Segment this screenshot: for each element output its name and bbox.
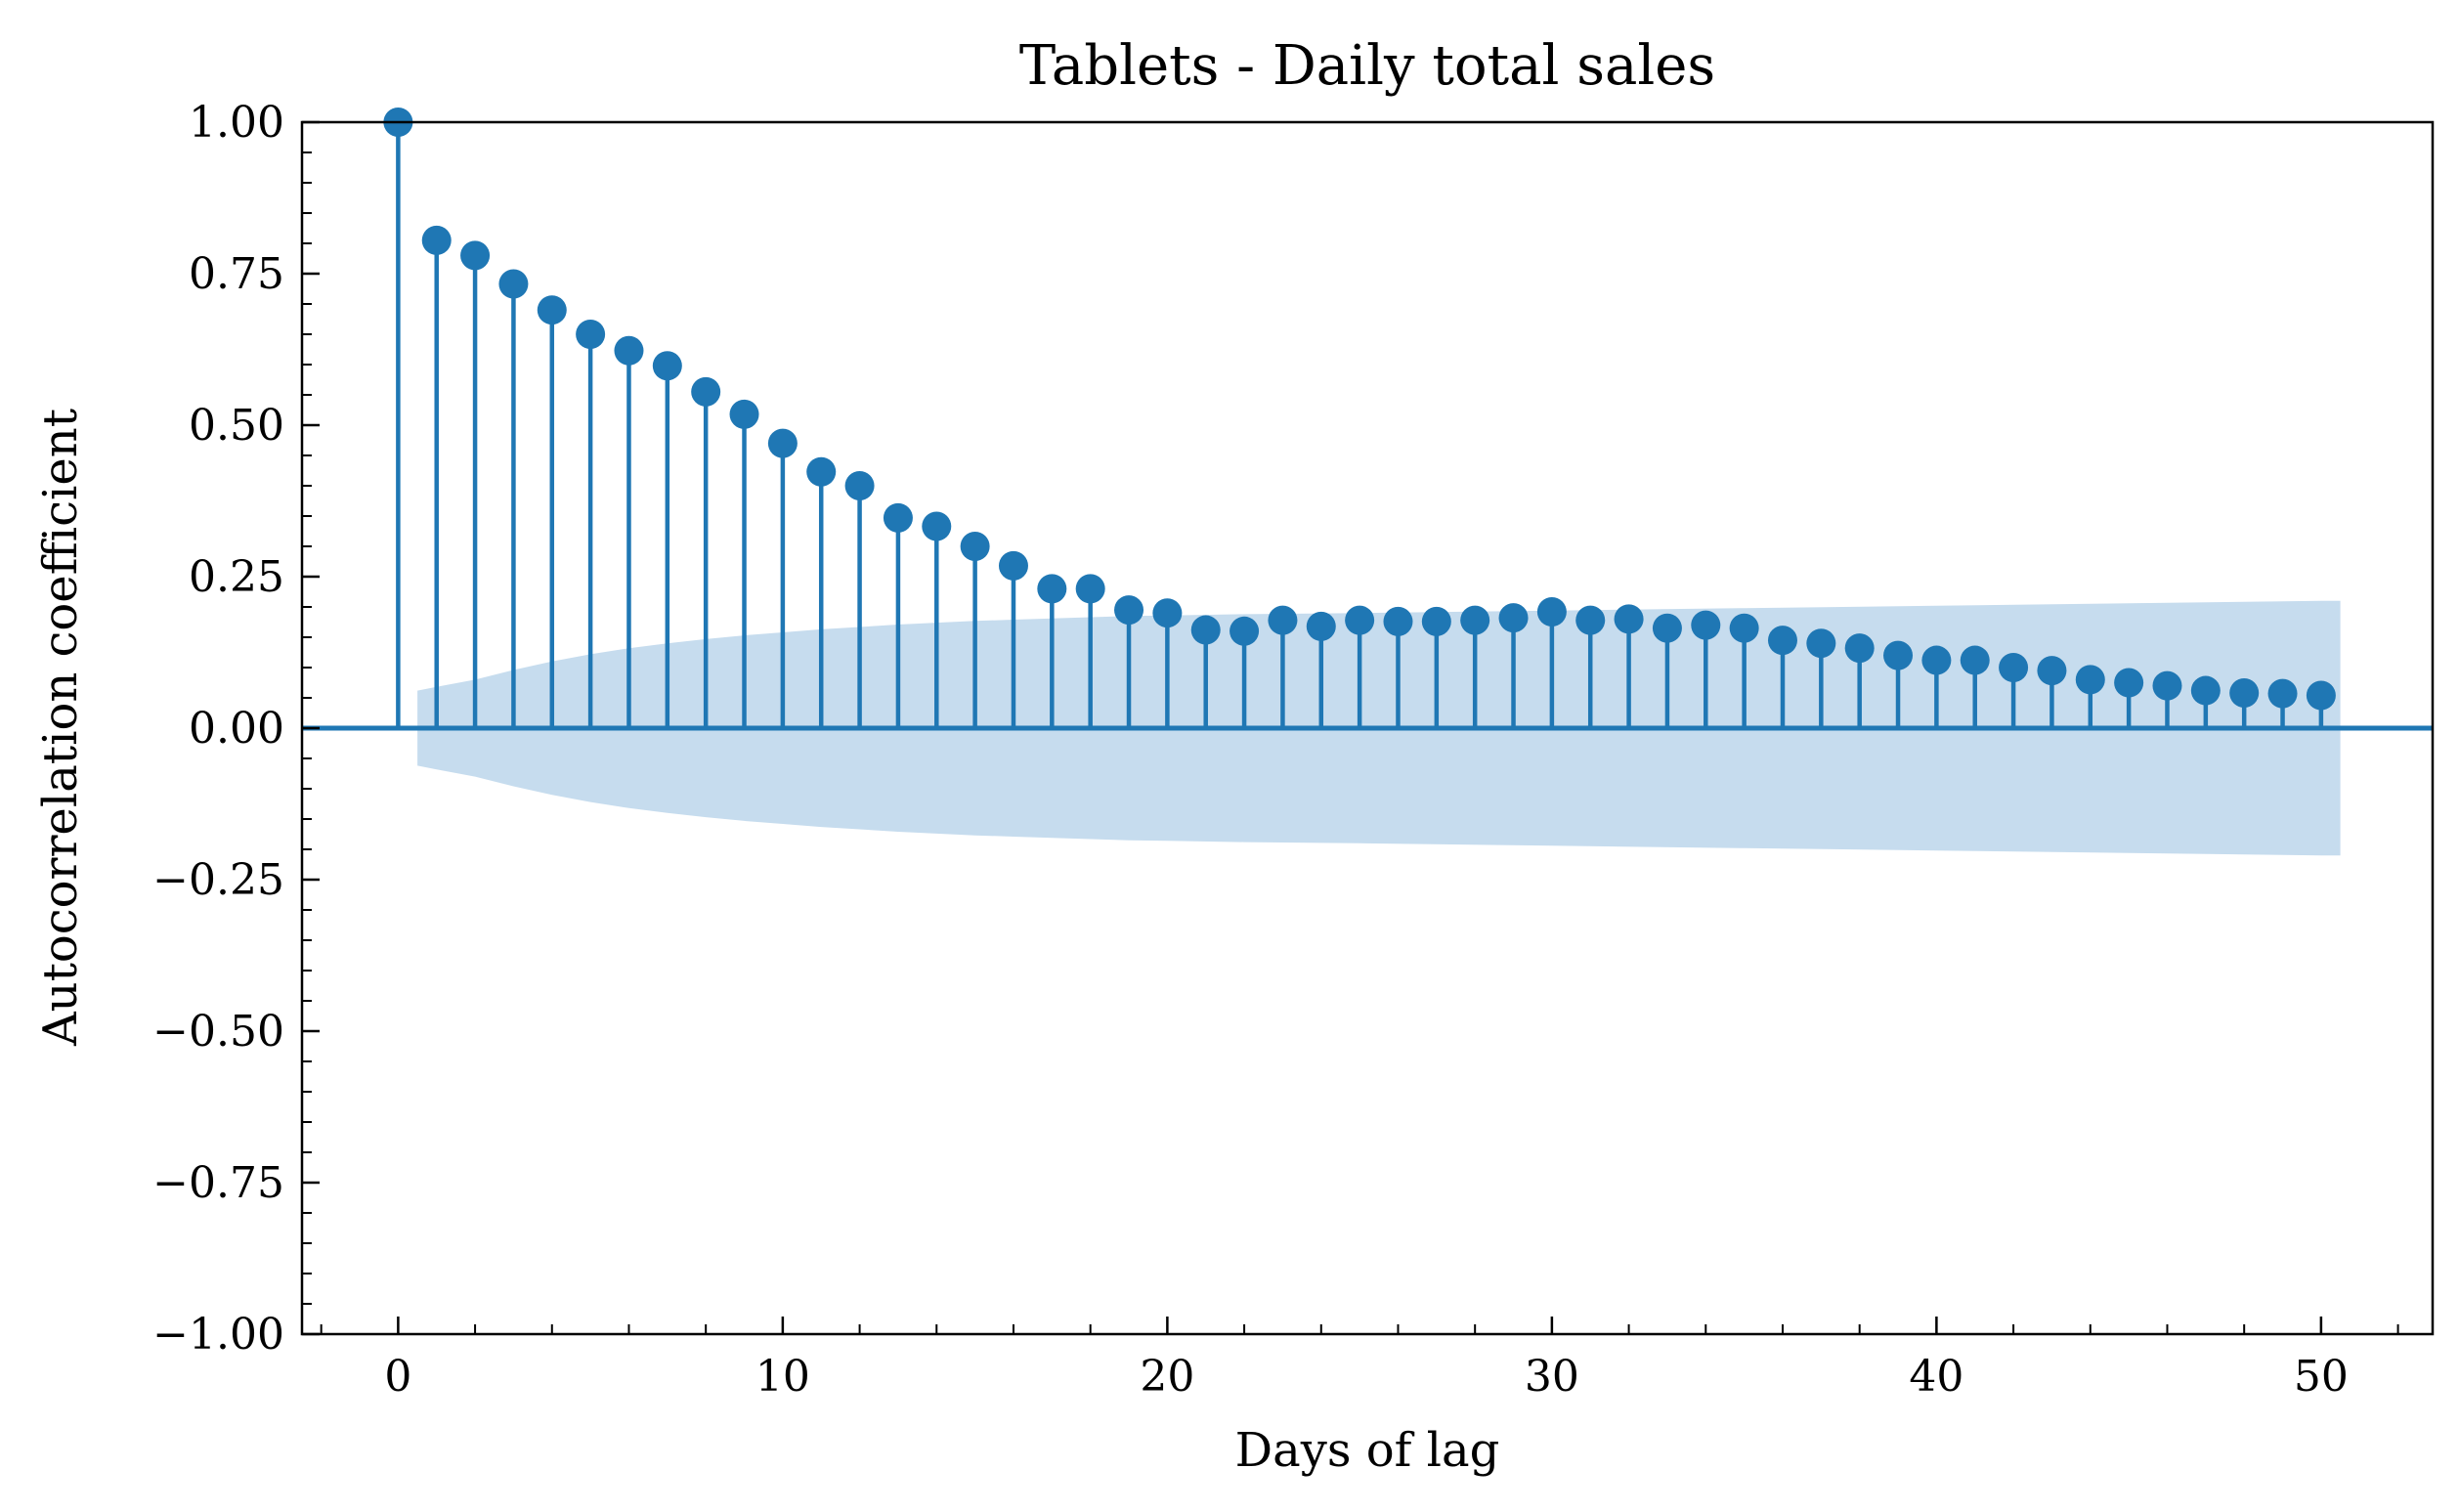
marker-lag-27 (1421, 606, 1451, 636)
marker-lag-28 (1460, 605, 1490, 635)
marker-lag-11 (806, 456, 837, 487)
marker-lag-37 (1806, 628, 1836, 659)
y-axis-label: Autocorrelation coefficient (33, 409, 88, 1047)
marker-lag-43 (2037, 656, 2067, 686)
y-tick-label: −0.50 (152, 1007, 284, 1057)
marker-lag-19 (1114, 595, 1144, 626)
chart-title: Tablets - Daily total sales (1019, 34, 1715, 98)
marker-lag-22 (1230, 616, 1260, 646)
marker-lag-34 (1691, 610, 1721, 640)
marker-lag-25 (1345, 605, 1375, 635)
marker-lag-15 (960, 532, 990, 561)
marker-lag-48 (2229, 678, 2260, 709)
marker-lag-12 (844, 471, 875, 500)
marker-lag-30 (1536, 596, 1567, 626)
marker-lag-38 (1844, 633, 1875, 664)
marker-lag-45 (2114, 668, 2144, 698)
x-tick-label: 50 (2294, 1352, 2349, 1402)
marker-lag-35 (1729, 613, 1759, 643)
x-tick-label: 40 (1909, 1352, 1963, 1402)
marker-lag-8 (691, 376, 721, 407)
marker-lag-39 (1883, 640, 1914, 670)
y-tick-label: 0.75 (189, 249, 284, 299)
marker-lag-40 (1921, 645, 1952, 675)
y-tick-label: 0.00 (189, 704, 284, 754)
marker-lag-13 (883, 502, 913, 533)
marker-lag-20 (1152, 598, 1183, 628)
marker-lag-5 (576, 320, 606, 349)
marker-lag-33 (1652, 613, 1682, 643)
marker-lag-7 (652, 351, 682, 381)
marker-lag-46 (2152, 670, 2182, 701)
y-tick-label: 0.25 (189, 552, 284, 602)
marker-lag-23 (1268, 605, 1298, 635)
y-tick-label: 1.00 (189, 98, 284, 148)
marker-lag-42 (1999, 653, 2029, 682)
marker-lag-1 (421, 225, 452, 255)
marker-lag-21 (1190, 615, 1221, 645)
y-tick-label: 0.50 (189, 401, 284, 451)
marker-lag-32 (1614, 604, 1644, 634)
marker-lag-3 (498, 269, 529, 299)
marker-lag-2 (460, 240, 491, 271)
marker-lag-50 (2306, 680, 2336, 711)
marker-lag-24 (1306, 611, 1336, 641)
marker-lag-31 (1575, 605, 1606, 635)
x-tick-label: 30 (1525, 1352, 1579, 1402)
stems (396, 122, 2324, 728)
y-tick-label: −0.25 (152, 855, 284, 905)
marker-lag-17 (1037, 574, 1067, 604)
x-tick-label: 20 (1140, 1352, 1194, 1402)
x-tick-label: 0 (384, 1352, 411, 1402)
marker-lag-36 (1767, 626, 1797, 656)
x-tick-label: 10 (755, 1352, 810, 1402)
y-tick-label: −0.75 (152, 1158, 284, 1208)
marker-lag-4 (537, 295, 567, 325)
marker-lag-44 (2075, 665, 2105, 695)
marker-lag-41 (1960, 645, 1990, 675)
marker-lag-26 (1383, 606, 1413, 636)
marker-lag-49 (2267, 678, 2298, 709)
markers (383, 108, 2336, 711)
marker-lag-9 (729, 399, 759, 429)
marker-lag-6 (614, 335, 644, 366)
marker-lag-47 (2190, 675, 2221, 706)
ticks: −1.00 −0.75 −0.50 −0.25 0.00 0.25 0.50 0.75 1.00… (152, 98, 2399, 1402)
x-axis-label: Days of lag (1235, 1423, 1500, 1478)
y-tick-label: −1.00 (152, 1310, 284, 1360)
marker-lag-29 (1498, 603, 1529, 633)
marker-lag-16 (998, 550, 1028, 581)
marker-lag-18 (1075, 574, 1105, 604)
marker-lag-10 (767, 428, 798, 458)
marker-lag-14 (922, 511, 952, 541)
